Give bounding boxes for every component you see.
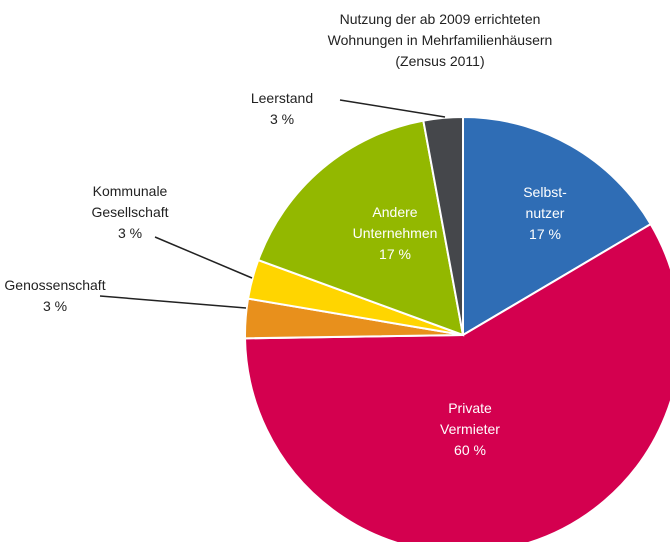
pie-slice <box>244 222 670 542</box>
slice-label: Genossenschaft <box>4 277 105 293</box>
value-label: 3 % <box>43 298 67 314</box>
value-label: 3 % <box>118 225 142 241</box>
pie-slice <box>422 115 464 336</box>
leader-line <box>99 295 247 309</box>
chart-title: Nutzung der ab 2009 errichteten Wohnungen… <box>328 11 553 69</box>
slice-label: Kommunale Gesellschaft <box>91 183 168 220</box>
value-label: 3 % <box>270 111 294 127</box>
leader-line <box>154 236 253 279</box>
value-label: 60 % <box>454 442 486 458</box>
leader-line <box>339 99 446 118</box>
slice-label: Private Vermieter <box>440 400 500 437</box>
pie-slice <box>256 119 465 337</box>
slice-label: Leerstand <box>251 90 313 106</box>
slice-label: Selbst-nutzer <box>523 184 567 221</box>
pie-slice <box>462 115 653 337</box>
value-label: 17 % <box>379 246 411 262</box>
slice-label: Andere Unternehmen <box>353 204 438 241</box>
value-label: 17 % <box>529 226 561 242</box>
